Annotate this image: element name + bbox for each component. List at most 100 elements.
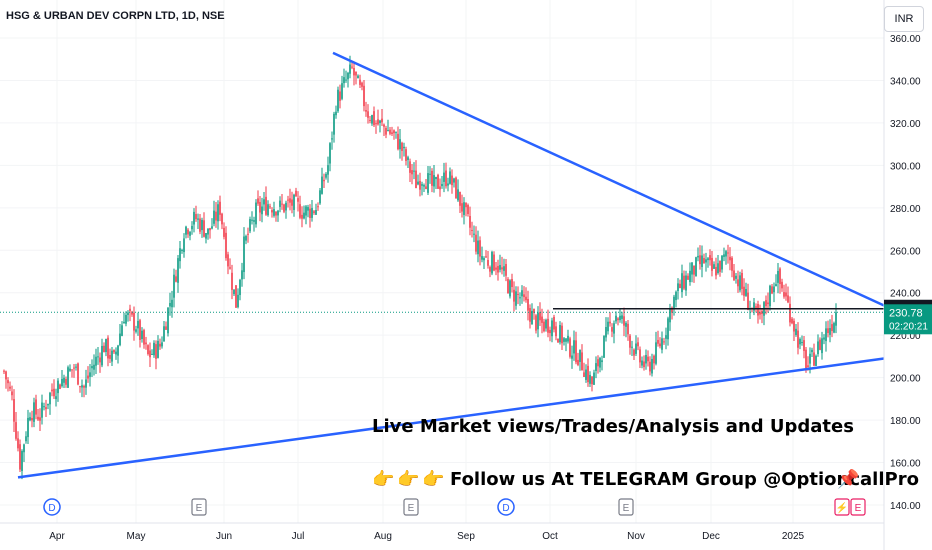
candle-body: [467, 205, 469, 214]
candle-body: [449, 171, 451, 184]
candle-body: [657, 339, 659, 344]
candle-body: [99, 357, 101, 363]
candle-body: [455, 177, 457, 199]
candle-body: [329, 143, 331, 164]
candle-body: [427, 173, 429, 193]
candle-body: [579, 349, 581, 362]
candle-body: [253, 220, 255, 222]
candle-body: [759, 312, 761, 315]
candle-body: [85, 379, 87, 388]
candle-body: [785, 292, 787, 297]
y-tick-label: 320.00: [890, 119, 921, 130]
candle-body: [225, 232, 227, 259]
candle-body: [539, 312, 541, 321]
candle-body: [313, 211, 315, 213]
candle-body: [713, 264, 715, 269]
candle-body: [723, 254, 725, 257]
event-marker-D[interactable]: D: [43, 498, 61, 516]
candle-body: [97, 356, 99, 358]
candle-body: [637, 342, 639, 347]
candle-body: [301, 214, 303, 219]
candle-body: [767, 302, 769, 305]
candle-body: [393, 130, 395, 134]
candle-body: [739, 275, 741, 291]
candle-body: [159, 343, 161, 347]
candle-body: [223, 227, 225, 237]
candle-body: [719, 260, 721, 272]
candle-body: [371, 115, 373, 124]
candle-body: [45, 407, 47, 410]
candle-body: [315, 209, 317, 215]
candle-body: [725, 251, 727, 257]
candle-body: [649, 361, 651, 372]
y-tick-label: 140.00: [890, 501, 921, 512]
candle-body: [387, 130, 389, 132]
candle-body: [403, 146, 405, 149]
candle-body: [473, 233, 475, 235]
candle-body: [611, 327, 613, 332]
candle-body: [589, 374, 591, 384]
candle-body: [583, 372, 585, 377]
candle-body: [503, 266, 505, 271]
candle-body: [407, 157, 409, 161]
candle-body: [107, 337, 109, 359]
candle-body: [547, 318, 549, 333]
candle-body: [477, 240, 479, 255]
candle-body: [59, 384, 61, 389]
candle-body: [347, 72, 349, 80]
candle-body: [423, 185, 425, 187]
pointer-emoji-2: 👉: [397, 469, 419, 489]
candle-body: [703, 258, 705, 264]
event-marker-E[interactable]: E: [618, 498, 634, 516]
candle-body: [7, 380, 9, 384]
candle-body: [67, 367, 69, 388]
upper-trendline: [332, 51, 885, 307]
event-marker-E[interactable]: E: [850, 498, 866, 516]
candle-body: [209, 228, 211, 231]
candle-body: [49, 392, 51, 405]
annotation-line1: Live Market views/Trades/Analysis and Up…: [372, 416, 854, 437]
candle-body: [499, 265, 501, 270]
candle-body: [11, 391, 13, 396]
candle-body: [33, 402, 35, 422]
y-tick-label: 160.00: [890, 459, 921, 470]
candle-body: [425, 186, 427, 189]
candle-body: [383, 124, 385, 127]
candle-body: [593, 372, 595, 385]
candle-body: [389, 129, 391, 134]
event-marker-split[interactable]: ⚡: [834, 498, 850, 516]
candle-body: [155, 344, 157, 359]
candle-body: [495, 267, 497, 270]
candle-body: [483, 258, 485, 261]
candle-body: [569, 338, 571, 357]
candle-body: [353, 68, 355, 76]
candle-body: [367, 111, 369, 118]
candle-body: [125, 314, 127, 324]
candle-body: [501, 267, 503, 270]
candle-body: [727, 252, 729, 254]
candle-body: [391, 132, 393, 135]
candle-body: [489, 267, 491, 272]
candle-body: [823, 337, 825, 340]
candle-body: [205, 232, 207, 239]
candle-body: [587, 365, 589, 383]
candle-body: [131, 311, 133, 315]
candle-body: [285, 202, 287, 211]
candle-body: [267, 204, 269, 216]
candle-body: [243, 236, 245, 273]
event-marker-D[interactable]: D: [497, 498, 515, 516]
event-marker-E[interactable]: E: [191, 498, 207, 516]
candle-body: [639, 349, 641, 363]
candle-body: [437, 174, 439, 189]
candle-body: [469, 216, 471, 228]
currency-selector[interactable]: INR: [884, 6, 924, 32]
last-price-label: 230.78: [889, 307, 923, 319]
candle-body: [275, 211, 277, 216]
candle-body: [207, 228, 209, 235]
candle-body: [665, 335, 667, 339]
candle-body: [121, 325, 123, 336]
event-marker-E[interactable]: E: [403, 498, 419, 516]
candle-body: [415, 170, 417, 189]
